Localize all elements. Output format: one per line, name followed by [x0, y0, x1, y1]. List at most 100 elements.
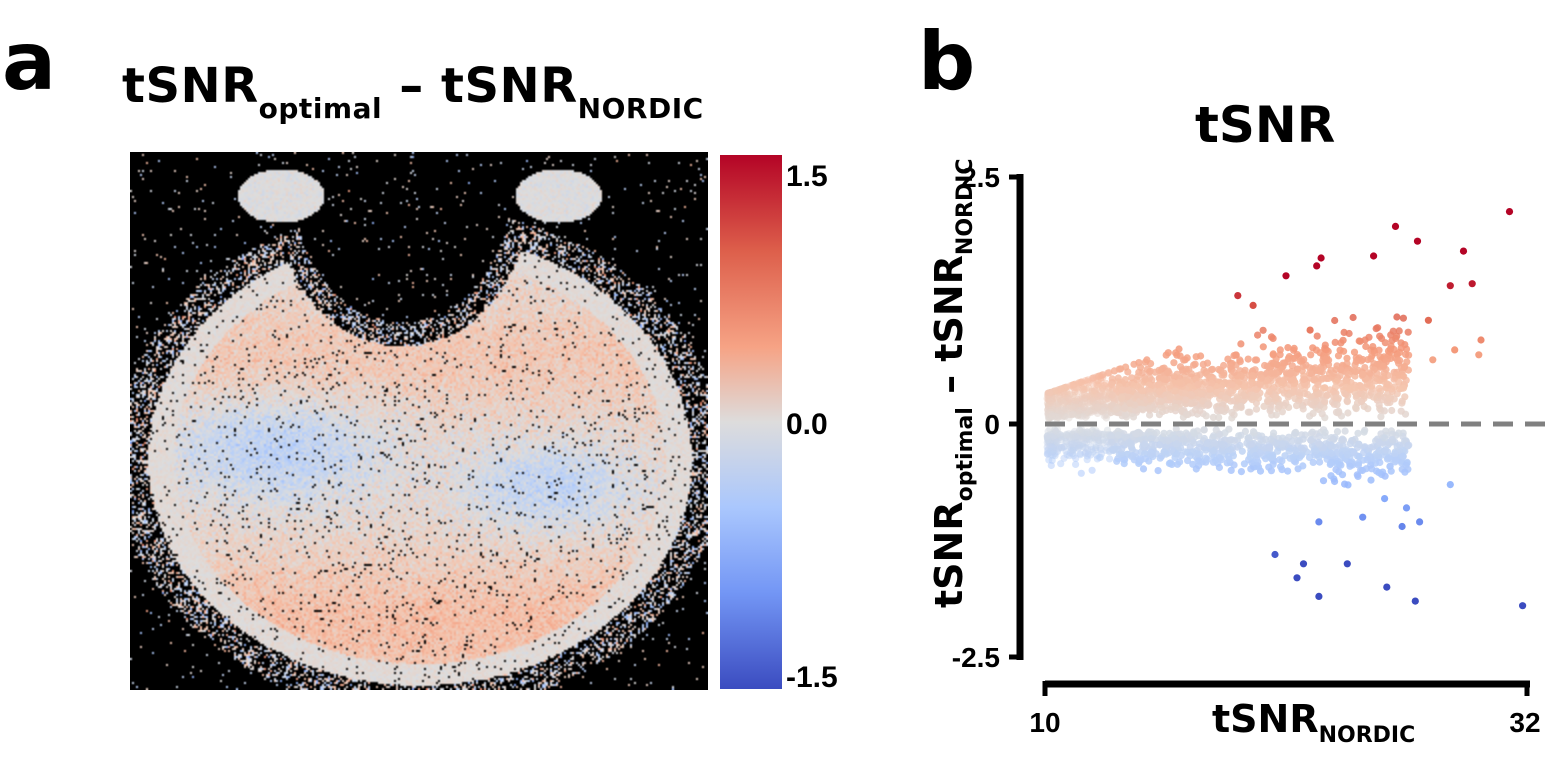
scatter-point-2180: [1321, 428, 1329, 437]
scatter-point-2291: [1134, 372, 1142, 380]
scatter-outlier-point-20: [1429, 356, 1437, 364]
scatter-point-1730: [1376, 458, 1384, 467]
scatter-point-1717: [1236, 358, 1244, 366]
scatter-point-1683: [1083, 377, 1091, 385]
scatter-point-1976: [1203, 440, 1211, 448]
scatter-point-2275: [1338, 436, 1346, 444]
scatter-point-2262: [1118, 386, 1126, 394]
scatter-point-2241: [1272, 393, 1280, 401]
scatter-point-2250: [1121, 404, 1129, 412]
scatter-point-2302: [1145, 404, 1153, 412]
scatter-point-2140: [1288, 437, 1296, 445]
scatter-point-1813: [1397, 339, 1405, 347]
scatter-point-1405: [1393, 351, 1401, 359]
scatter-point-470: [1377, 413, 1385, 421]
scatter-point-13: [1284, 344, 1292, 352]
scatter-point-1160: [1240, 460, 1248, 468]
scatter-point-2173: [1357, 383, 1366, 392]
scatter-point-608: [1354, 429, 1362, 437]
scatter-point-1883: [1121, 434, 1130, 442]
scatter-point-2344: [1172, 349, 1180, 357]
y-axis-label-sub-optimal: optimal: [953, 407, 978, 501]
scatter-point-1878: [1212, 426, 1220, 434]
scatter-point-2242: [1154, 381, 1162, 389]
scatter-points-group: [1043, 208, 1527, 610]
scatter-point-1416: [1260, 402, 1268, 410]
scatter-point-2066: [1265, 463, 1273, 471]
scatter-point-2028: [1154, 397, 1162, 405]
scatter-point-2396: [1343, 451, 1352, 459]
scatter-point-1979: [1274, 404, 1282, 412]
scatter-point-2030: [1309, 344, 1317, 352]
scatter-outlier-point-9: [1370, 252, 1378, 260]
scatter-point-565: [1237, 468, 1245, 476]
scatter-point-1802: [1380, 373, 1388, 381]
scatter-point-1861: [1153, 429, 1161, 437]
scatter-point-2358: [1093, 429, 1101, 437]
scatter-point-2148: [1254, 331, 1262, 339]
scatter-point-1723: [1300, 356, 1308, 364]
scatter-point-2201: [1141, 440, 1149, 448]
scatter-point-122: [1088, 466, 1096, 474]
scatter-point-2346: [1381, 446, 1390, 454]
scatter-point-2216: [1060, 399, 1068, 407]
scatter-point-2257: [1107, 438, 1115, 446]
scatter-point-2031: [1163, 369, 1172, 377]
scatter-point-2311: [1227, 363, 1235, 371]
scatter-point-1848: [1397, 407, 1405, 415]
scatter-outlier-point-4: [1413, 237, 1422, 245]
scatter-point-556: [1244, 355, 1252, 363]
scatter-outlier-point-35: [1359, 513, 1367, 521]
scatter-point-2398: [1065, 395, 1073, 403]
scatter-point-1874: [1387, 467, 1395, 475]
scatter-point-1632: [1289, 453, 1297, 461]
scatter-point-1932: [1108, 380, 1116, 388]
scatter-point-1722: [1069, 452, 1078, 460]
scatter-point-2395: [1043, 433, 1051, 441]
scatter-point-936: [1309, 409, 1317, 417]
scatter-point-1828: [1354, 459, 1363, 467]
scatter-point-1207: [1210, 432, 1218, 440]
scatter-outlier-point-29: [1411, 597, 1419, 605]
scatter-point-2045: [1343, 360, 1351, 368]
scatter-point-1266: [1392, 334, 1400, 342]
colorbar-max-label: 1.5: [786, 160, 828, 193]
scatter-point-196: [1319, 477, 1328, 485]
scatter-point-645: [1362, 342, 1370, 351]
panel-a-letter: a: [2, 15, 56, 108]
colorbar-mid-label: 0.0: [786, 408, 828, 441]
scatter-point-623: [1388, 406, 1396, 415]
scatter-outlier-point-1: [1459, 247, 1468, 255]
scatter-point-2277: [1360, 392, 1368, 400]
y-tick-top-label: 2.5: [961, 162, 1000, 193]
scatter-point-2217: [1190, 429, 1198, 437]
scatter-point-1893: [1247, 465, 1255, 473]
scatter-point-1510: [1375, 401, 1383, 409]
scatter-outlier-point-13: [1234, 292, 1242, 300]
scatter-point-2076: [1351, 384, 1359, 392]
scatter-point-2399: [1083, 456, 1091, 464]
scatter-point-2232: [1346, 440, 1354, 448]
scatter-point-2160: [1381, 472, 1389, 480]
scatter-point-2223: [1206, 385, 1214, 393]
scatter-point-2122: [1285, 403, 1293, 411]
scatter-point-1785: [1314, 381, 1322, 389]
scatter-outlier-point-31: [1446, 481, 1454, 489]
y-axis-label-separator: –: [927, 362, 971, 407]
scatter-point-1324: [1293, 402, 1301, 410]
scatter-point-2206: [1397, 363, 1405, 371]
scatter-outlier-point-5: [1446, 282, 1454, 290]
panel-a-title-sub-optimal: optimal: [258, 92, 383, 125]
scatter-point-2004: [1332, 466, 1340, 474]
scatter-point-411: [1341, 389, 1349, 398]
scatter-point-2128: [1334, 409, 1342, 417]
scatter-point-2387: [1385, 394, 1393, 402]
scatter-outlier-point-0: [1505, 208, 1514, 216]
difference-map-image: [130, 152, 708, 690]
scatter-point-1980: [1057, 460, 1065, 468]
scatter-point-2149: [1114, 431, 1122, 439]
scatter-point-1611: [1162, 351, 1170, 359]
scatter-point-2126: [1388, 430, 1396, 438]
scatter-point-2375: [1215, 413, 1223, 422]
scatter-outlier-point-32: [1343, 560, 1351, 568]
